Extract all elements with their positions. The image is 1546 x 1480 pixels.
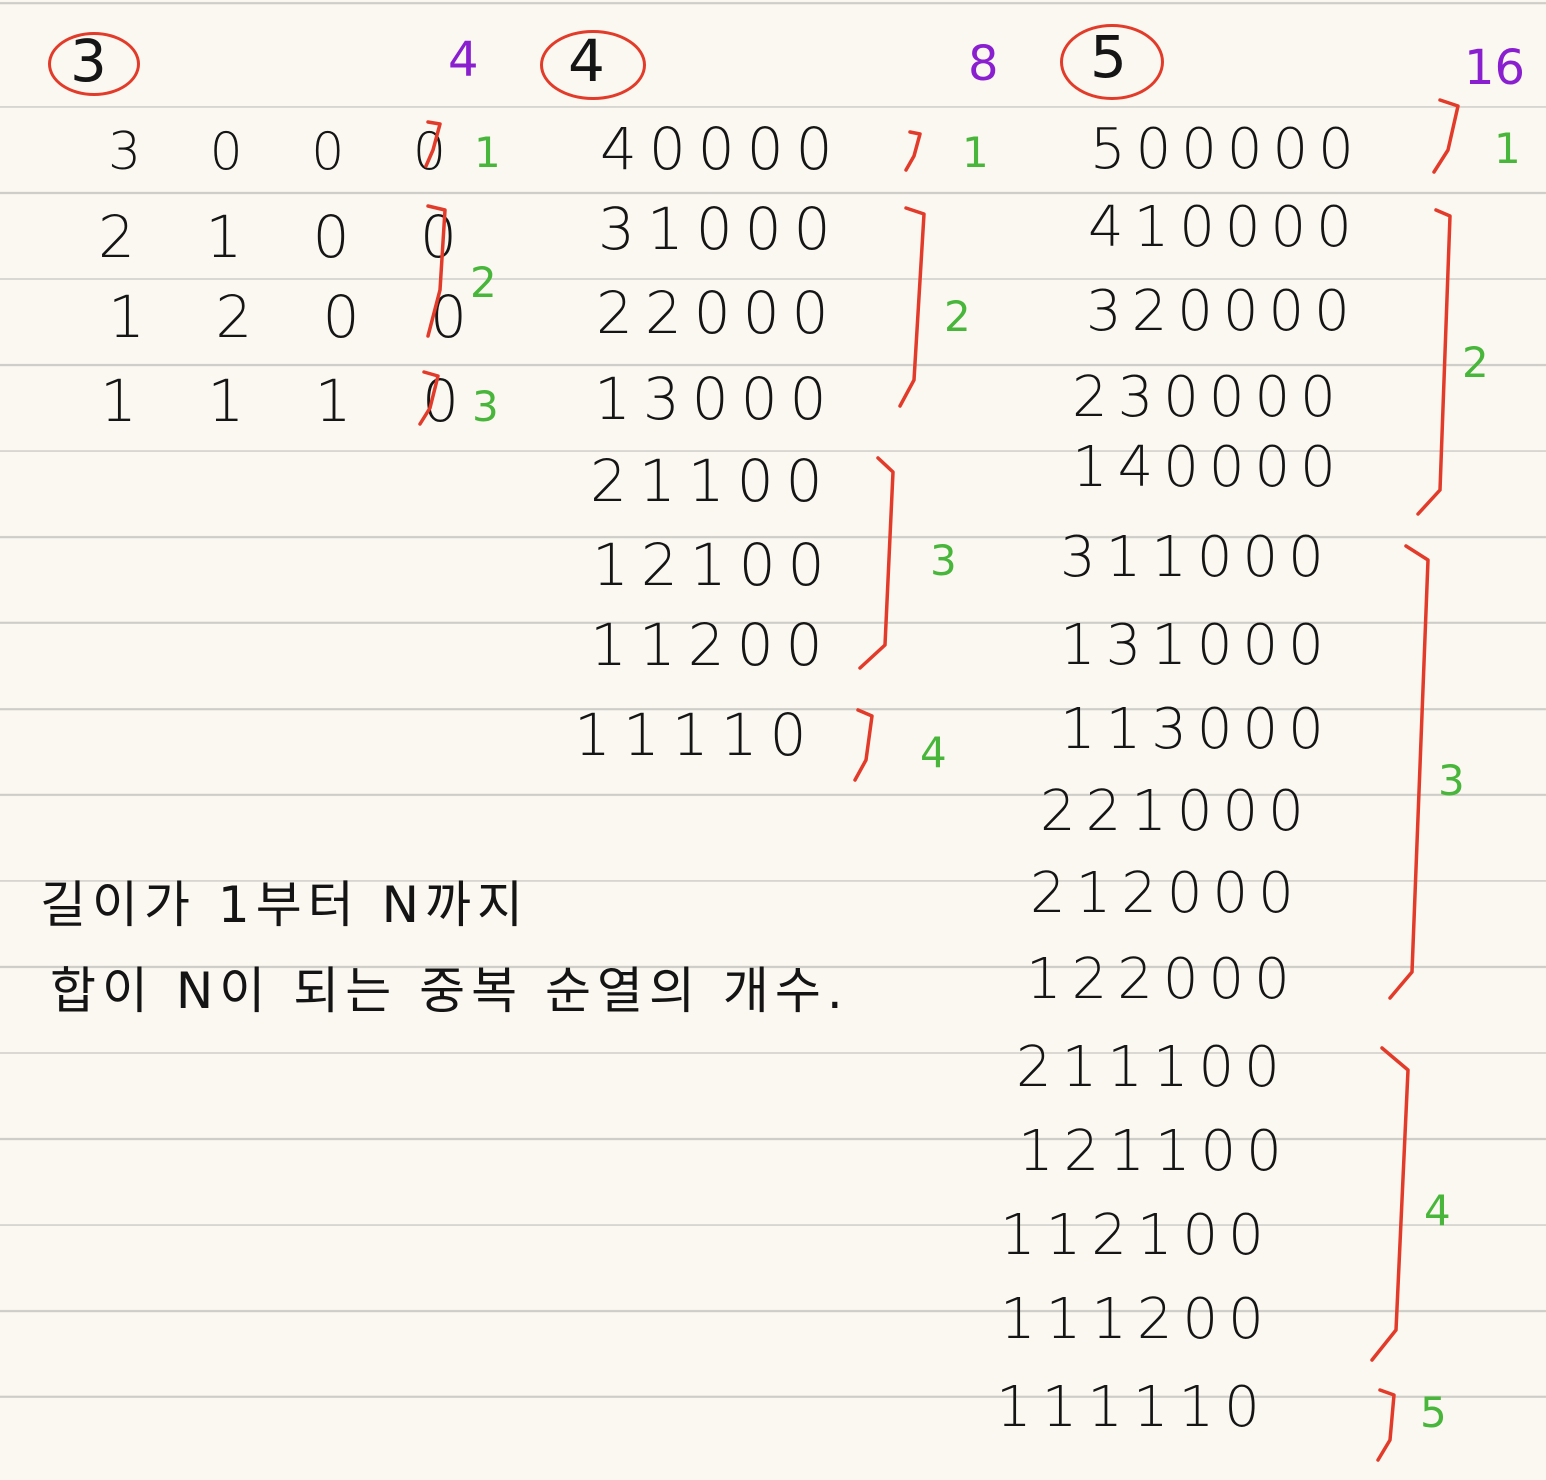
section-5-row: 122000 <box>1026 947 1300 1012</box>
section-3-row: 1 2 0 0 <box>108 283 493 351</box>
section-4-bracket <box>904 130 922 172</box>
section-4-row: 21100 <box>590 447 835 515</box>
section-5-row: 311000 <box>1060 525 1334 590</box>
section-5-group-count: 2 <box>1462 338 1489 387</box>
section-5-row: 140000 <box>1072 435 1346 500</box>
section-3-row: 1 1 1 0 <box>100 367 485 435</box>
section-4-row: 22000 <box>596 279 841 347</box>
section-4-group-count: 4 <box>920 728 947 777</box>
section-5-bracket <box>1432 98 1460 174</box>
section-5-row: 112100 <box>1000 1203 1274 1268</box>
section-4-group-count: 3 <box>930 536 957 585</box>
section-3-bracket <box>424 120 442 168</box>
section-4-total: 8 <box>968 36 999 92</box>
section-5-row: 211100 <box>1016 1035 1290 1100</box>
section-5-row: 111110 <box>996 1375 1270 1440</box>
section-3-bracket <box>426 204 447 338</box>
section-4-row: 13000 <box>594 365 839 433</box>
section-4-heading: 4 <box>568 27 605 95</box>
description-line-1: 길이가 1부터 N까지 <box>40 876 530 934</box>
section-3-group-count: 3 <box>472 382 499 431</box>
section-4-row: 40000 <box>600 115 845 183</box>
section-4-group-count: 1 <box>962 128 989 177</box>
section-5-row: 230000 <box>1072 365 1346 430</box>
section-5-group-count: 5 <box>1420 1388 1447 1437</box>
section-5-group-count: 1 <box>1494 124 1521 173</box>
section-4-row: 12100 <box>592 531 837 599</box>
section-5-group-count: 4 <box>1424 1186 1451 1235</box>
section-4-row: 31000 <box>598 195 843 263</box>
section-4-circle <box>540 30 646 100</box>
section-5-row: 111200 <box>1000 1287 1274 1352</box>
section-3-heading: 3 <box>70 27 107 95</box>
section-4-row: 11200 <box>590 611 835 679</box>
section-3-circle <box>48 32 140 96</box>
section-5-row: 410000 <box>1088 195 1362 260</box>
section-5-row: 121100 <box>1018 1119 1292 1184</box>
section-5-group-count: 3 <box>1438 756 1465 805</box>
description-line-2: 합이 N이 되는 중복 순열의 개수. <box>50 962 849 1020</box>
section-3-row: 2 1 0 0 <box>98 203 483 271</box>
section-4-bracket <box>853 708 874 782</box>
section-5-row: 212000 <box>1030 861 1304 926</box>
section-3-bracket <box>418 370 440 426</box>
section-3-group-count: 1 <box>474 128 501 177</box>
section-5-bracket <box>1388 544 1430 1000</box>
section-5-row: 131000 <box>1060 613 1334 678</box>
section-4-bracket <box>898 206 926 408</box>
section-3-group-count: 2 <box>470 258 497 307</box>
section-4-bracket <box>858 456 895 670</box>
section-5-row: 500000 <box>1090 117 1364 182</box>
section-3-total: 4 <box>448 32 479 88</box>
section-5-total: 16 <box>1464 40 1526 96</box>
section-5-bracket <box>1416 208 1452 516</box>
section-5-bracket <box>1376 1388 1396 1462</box>
section-5-heading: 5 <box>1090 23 1127 91</box>
section-5-circle <box>1060 24 1164 100</box>
section-5-row: 320000 <box>1086 279 1360 344</box>
section-5-row: 221000 <box>1040 779 1314 844</box>
section-4-group-count: 2 <box>944 292 971 341</box>
section-4-row: 11110 <box>574 701 819 769</box>
section-5-bracket <box>1370 1046 1410 1362</box>
section-3-row: 3 0 0 0 <box>108 122 472 182</box>
section-5-row: 113000 <box>1060 697 1334 762</box>
